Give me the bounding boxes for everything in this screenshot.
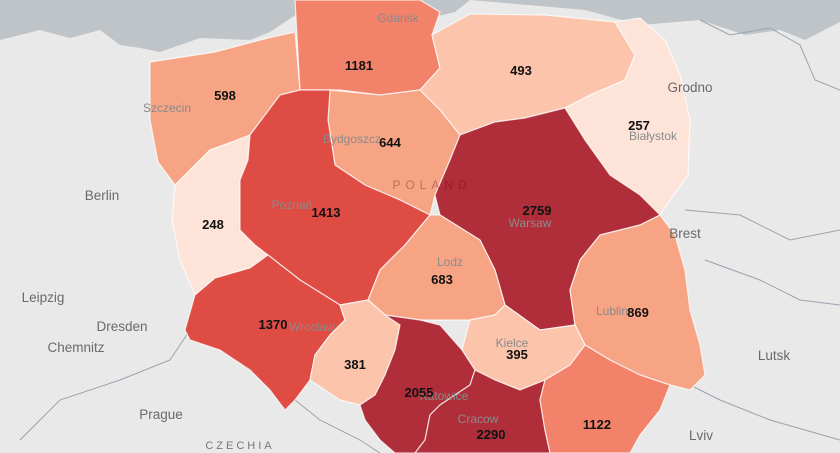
- region-value-lodzkie: 683: [431, 272, 453, 287]
- region-value-podkarpackie: 1122: [583, 417, 611, 432]
- region-value-podlaskie: 257: [628, 118, 650, 133]
- country-label-czechia: CZECHIA: [205, 440, 274, 452]
- border-line: [294, 399, 381, 453]
- city-label-katowice: Katowice: [420, 389, 469, 403]
- city-label-leipzig: Leipzig: [22, 290, 65, 305]
- city-label-gdansk: Gdansk: [377, 11, 419, 25]
- city-label-poznan: Poznań: [272, 198, 313, 212]
- region-value-malopolskie: 2290: [477, 427, 506, 442]
- city-label-bydgoszcz: Bydgoszcz: [323, 132, 381, 146]
- region-value-swietokrzyskie: 395: [506, 347, 528, 362]
- baltic-sea: [0, 0, 840, 52]
- border-line: [699, 19, 840, 91]
- city-label-prague: Prague: [139, 407, 183, 422]
- city-label-lodz: Lodz: [437, 255, 463, 269]
- region-value-slaskie: 2055: [405, 385, 434, 400]
- city-label-dresden: Dresden: [96, 319, 147, 334]
- city-label-brest: Brest: [669, 226, 701, 241]
- region-value-wielkopolskie: 1413: [312, 205, 341, 220]
- region-value-lubuskie: 248: [202, 217, 224, 232]
- country-label-poland: POLAND: [392, 178, 471, 192]
- region-value-pomorskie: 1181: [345, 58, 373, 73]
- city-label-lutsk: Lutsk: [758, 348, 791, 363]
- city-label-lublin: Lublin: [596, 304, 628, 318]
- city-label-szczecin: Szczecin: [143, 101, 191, 115]
- city-label-warsaw: Warsaw: [509, 216, 552, 230]
- region-value-mazowieckie: 2759: [523, 203, 552, 218]
- region-value-warminsko-mazurskie: 493: [510, 63, 532, 78]
- region-podkarpackie[interactable]: [539, 344, 671, 453]
- city-label-chemnitz: Chemnitz: [47, 340, 104, 355]
- border-line: [19, 329, 191, 441]
- region-value-opolskie: 381: [344, 357, 366, 372]
- city-label-berlin: Berlin: [85, 188, 120, 203]
- region-value-zachodniopomorskie: 598: [214, 88, 236, 103]
- city-label-wroclaw: Wroclaw: [289, 320, 335, 334]
- border-line: [684, 209, 840, 241]
- city-label-kielce: Kielce: [496, 336, 529, 350]
- city-label-bialystok: Białystok: [629, 129, 678, 143]
- region-value-kujawsko-pomorskie: 644: [379, 135, 401, 150]
- border-line: [679, 379, 840, 441]
- region-value-lubelskie: 869: [627, 305, 649, 320]
- region-value-dolnoslaskie: 1370: [259, 317, 288, 332]
- border-line: [704, 259, 840, 306]
- city-label-lviv: Lviv: [689, 428, 713, 443]
- city-label-cracow: Cracow: [458, 412, 499, 426]
- city-label-grodno: Grodno: [667, 80, 712, 95]
- region-lubelskie[interactable]: [569, 214, 706, 391]
